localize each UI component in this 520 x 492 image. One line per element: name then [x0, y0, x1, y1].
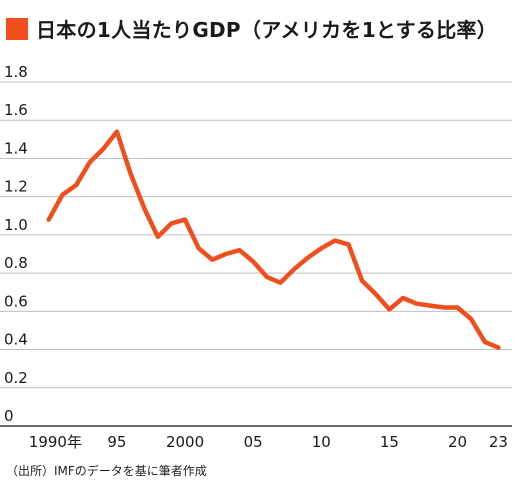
data-point [401, 296, 405, 300]
x-tick-label: 95 [107, 433, 126, 451]
x-tick-label: 10 [312, 433, 331, 451]
data-point [210, 258, 214, 262]
title-marker-square [6, 17, 28, 40]
data-point [128, 172, 132, 176]
data-point [60, 193, 64, 197]
data-point [169, 221, 173, 225]
data-point [265, 275, 269, 279]
data-point [469, 317, 473, 321]
data-point [428, 303, 432, 307]
data-point [115, 129, 119, 133]
data-point [183, 217, 187, 221]
data-point [496, 345, 500, 349]
data-point [47, 217, 51, 221]
x-tick-label: 2000 [166, 433, 204, 451]
x-tick-label: 1990年 [29, 433, 82, 451]
data-point [333, 238, 337, 242]
data-point [483, 340, 487, 344]
x-tick-label: 20 [448, 433, 467, 451]
series-layer [46, 129, 501, 350]
data-point [292, 267, 296, 271]
y-tick-label: 1.0 [4, 216, 28, 234]
y-tick-label: 1.8 [4, 63, 28, 81]
y-tick-label: 0.2 [4, 369, 28, 387]
data-point [196, 246, 200, 250]
data-point [156, 235, 160, 239]
data-point [319, 246, 323, 250]
data-point [305, 256, 309, 260]
y-tick-label: 1.4 [4, 139, 28, 157]
x-tick-label: 23 [489, 433, 508, 451]
data-point [387, 307, 391, 311]
y-tick-label: 0.4 [4, 331, 28, 349]
grid-lines [0, 81, 512, 389]
data-point [101, 147, 105, 151]
y-tick-label: 1.2 [4, 178, 28, 196]
chart-title: 日本の1人当たりGDP（アメリカを1とする比率） [36, 18, 498, 42]
data-point [237, 248, 241, 252]
data-point [74, 183, 78, 187]
y-tick-label: 0 [4, 407, 14, 425]
source-note: （出所）IMFのデータを基に筆者作成 [6, 464, 207, 478]
y-tick-label: 0.6 [4, 292, 28, 310]
y-tick-labels: 0 0.2 0.4 0.6 0.8 1.0 1.2 1.4 1.6 1.8 [4, 63, 28, 425]
x-tick-label: 05 [244, 433, 263, 451]
chart-title-row: 日本の1人当たりGDP（アメリカを1とする比率） [6, 14, 497, 43]
data-point [142, 206, 146, 210]
data-point [251, 259, 255, 263]
data-point [346, 242, 350, 246]
x-tick-label: 15 [380, 433, 399, 451]
data-point [455, 305, 459, 309]
data-point [87, 160, 91, 164]
data-point [442, 305, 446, 309]
data-point [224, 252, 228, 256]
y-tick-label: 0.8 [4, 254, 28, 272]
data-point [278, 280, 282, 284]
x-tick-labels: 1990年 95 2000 05 10 15 20 23 [29, 433, 508, 451]
data-point [374, 292, 378, 296]
data-point [414, 301, 418, 305]
y-tick-label: 1.6 [4, 101, 28, 119]
data-point [360, 279, 364, 283]
series-line-0 [46, 129, 501, 350]
